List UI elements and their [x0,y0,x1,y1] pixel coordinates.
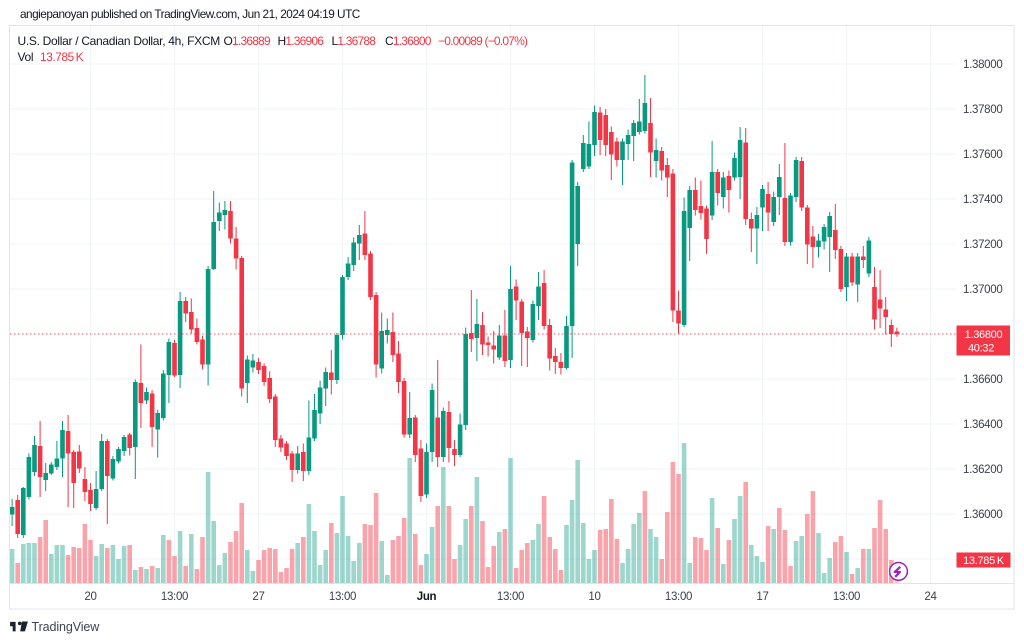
svg-text:13:00: 13:00 [161,591,188,603]
svg-text:13:00: 13:00 [497,591,524,603]
svg-text:1.36600: 1.36600 [963,374,1002,386]
svg-text:1.37200: 1.37200 [963,239,1002,251]
svg-text:17: 17 [756,591,768,603]
svg-text:TradingView: TradingView [32,620,101,634]
svg-text:1.37600: 1.37600 [963,149,1002,161]
svg-text:1.36400: 1.36400 [963,419,1002,431]
svg-text:10: 10 [588,591,600,603]
svg-text:1.37000: 1.37000 [963,284,1002,296]
svg-text:Jun: Jun [417,591,437,603]
svg-text:1.36200: 1.36200 [963,464,1002,476]
svg-text:20: 20 [84,591,96,603]
svg-text:24: 24 [924,591,937,603]
svg-text:13.785 K: 13.785 K [963,555,1005,567]
svg-text:1.38000: 1.38000 [963,59,1002,71]
svg-text:1.36800: 1.36800 [965,329,1003,341]
svg-text:13:00: 13:00 [665,591,692,603]
svg-text:1.36000: 1.36000 [963,509,1002,521]
svg-text:13:00: 13:00 [833,591,860,603]
svg-text:1.37800: 1.37800 [963,104,1002,116]
svg-text:1.37400: 1.37400 [963,194,1002,206]
svg-text:27: 27 [252,591,264,603]
svg-text:40:32: 40:32 [968,343,994,355]
svg-text:13:00: 13:00 [329,591,356,603]
